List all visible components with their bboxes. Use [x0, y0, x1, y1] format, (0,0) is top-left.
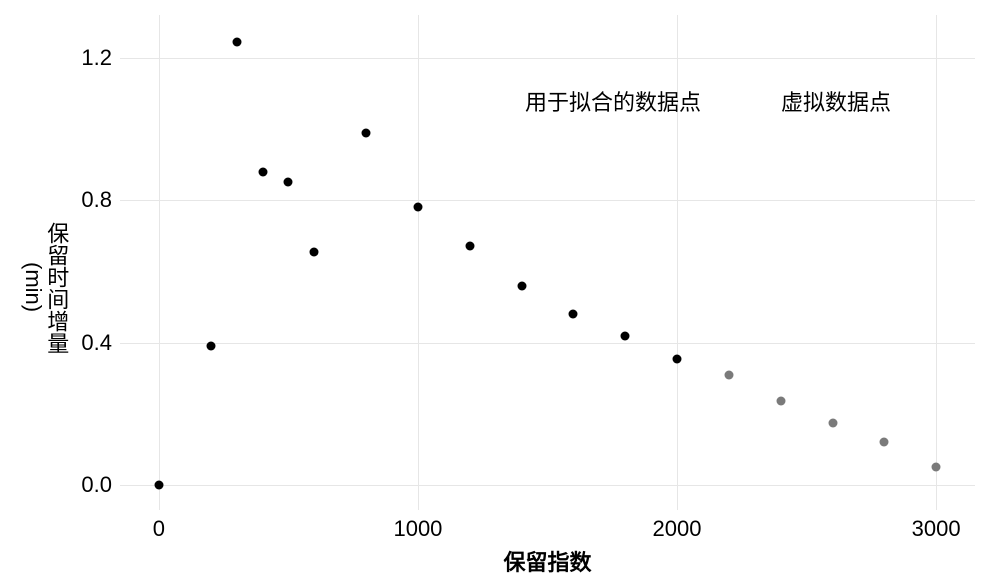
- data-point: [569, 310, 578, 319]
- y-axis-title: 保留时间增量 (min): [22, 222, 68, 354]
- gridline-h: [120, 58, 975, 59]
- y-tick-label: 0.8: [81, 187, 120, 213]
- data-point: [932, 463, 941, 472]
- legend: 用于拟合的数据点 虚拟数据点: [525, 85, 891, 117]
- data-point: [621, 331, 630, 340]
- data-point: [362, 128, 371, 137]
- gridline-h: [120, 343, 975, 344]
- gridline-h: [120, 485, 975, 486]
- data-point: [154, 481, 163, 490]
- y-tick-label: 0.4: [81, 330, 120, 356]
- data-point: [724, 370, 733, 379]
- data-point: [880, 438, 889, 447]
- data-point: [284, 178, 293, 187]
- data-point: [413, 203, 422, 212]
- data-point: [465, 242, 474, 251]
- gridline-v: [936, 15, 937, 510]
- x-tick-label: 1000: [393, 510, 442, 542]
- y-axis-unit: (min): [21, 262, 46, 312]
- legend-label: 用于拟合的数据点: [525, 85, 701, 117]
- y-axis-title-text: 保留时间增量: [44, 222, 69, 354]
- gridline-v: [418, 15, 419, 510]
- x-tick-label: 2000: [653, 510, 702, 542]
- data-point: [776, 397, 785, 406]
- data-point: [673, 354, 682, 363]
- data-point: [828, 418, 837, 427]
- chart-container: 0.0 0.4 0.8 1.2 0 1000 2000 3000 保留时间增量 (min) 保…: [0, 0, 1000, 575]
- x-axis-title: 保留指数: [503, 545, 591, 577]
- x-tick-label: 3000: [912, 510, 961, 542]
- legend-item: 用于拟合的数据点: [525, 85, 701, 117]
- data-point: [206, 342, 215, 351]
- data-point: [310, 247, 319, 256]
- gridline-v: [159, 15, 160, 510]
- data-point: [517, 281, 526, 290]
- y-tick-label: 0.0: [81, 472, 120, 498]
- data-point: [258, 167, 267, 176]
- legend-label: 虚拟数据点: [781, 85, 891, 117]
- legend-item: 虚拟数据点: [781, 85, 891, 117]
- gridline-h: [120, 200, 975, 201]
- data-point: [232, 37, 241, 46]
- x-tick-label: 0: [153, 510, 165, 542]
- y-tick-label: 1.2: [81, 45, 120, 71]
